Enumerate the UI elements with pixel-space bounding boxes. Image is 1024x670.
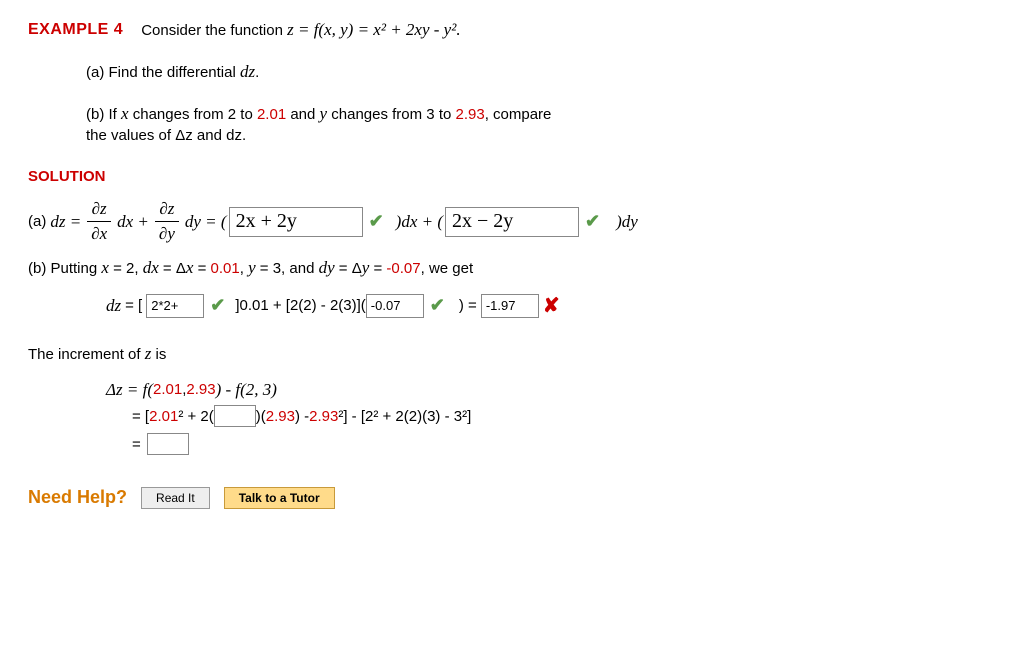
example-header: EXAMPLE 4 Consider the function z = f(x,… — [28, 18, 996, 42]
input-dz-2[interactable] — [366, 294, 424, 318]
check-icon: ✔ — [585, 209, 600, 234]
solution-a-line: (a) dz = ∂z ∂x dx + ∂z ∂y dy = ( ✔ )dx +… — [28, 197, 996, 246]
delta-z-line3: = — [132, 433, 996, 455]
solution-b-putting: (b) Putting x = 2, dx = Δx = 0.01, y = 3… — [28, 256, 996, 280]
fraction-dzdy: ∂z ∂y — [155, 197, 179, 246]
need-help-label: Need Help? — [28, 485, 127, 510]
check-icon: ✔ — [430, 293, 445, 318]
delta-z-line2: = [2.01² + 2( )(2.93) - 2.93²] - [2² + 2… — [132, 405, 996, 427]
equation: z = f(x, y) = x² + 2xy - y². — [287, 20, 460, 39]
input-dzdx[interactable] — [229, 207, 363, 237]
delta-z-line1: Δz = f(2.01, 2.93) - f(2, 3) — [106, 378, 996, 402]
delta-z-block: Δz = f(2.01, 2.93) - f(2, 3) = [2.01² + … — [106, 378, 996, 456]
check-icon: ✔ — [210, 293, 225, 318]
input-dz-result[interactable] — [481, 294, 539, 318]
part-a: (a) Find the differential dz. — [86, 60, 996, 84]
increment-text: The increment of z is — [28, 342, 996, 366]
example-label: EXAMPLE 4 — [28, 19, 123, 41]
read-it-button[interactable]: Read It — [141, 487, 210, 509]
input-dzdy[interactable] — [445, 207, 579, 237]
need-help-row: Need Help? Read It Talk to a Tutor — [28, 485, 996, 510]
check-icon: ✔ — [369, 209, 384, 234]
dz-computation: dz = [ ✔ ]0.01 + [2(2) - 2(3)]( ✔ ) = ✘ — [106, 292, 996, 320]
input-dz-1[interactable] — [146, 294, 204, 318]
prompt-text: Consider the function z = f(x, y) = x² +… — [141, 18, 460, 42]
solution-label: SOLUTION — [28, 166, 996, 187]
input-deltaz-result[interactable] — [147, 433, 189, 455]
cross-icon: ✘ — [543, 292, 560, 320]
part-b: (b) If x changes from 2 to 2.01 and y ch… — [86, 102, 996, 147]
fraction-dzdx: ∂z ∂x — [87, 197, 111, 246]
talk-tutor-button[interactable]: Talk to a Tutor — [224, 487, 335, 509]
input-deltaz-1[interactable] — [214, 405, 256, 427]
